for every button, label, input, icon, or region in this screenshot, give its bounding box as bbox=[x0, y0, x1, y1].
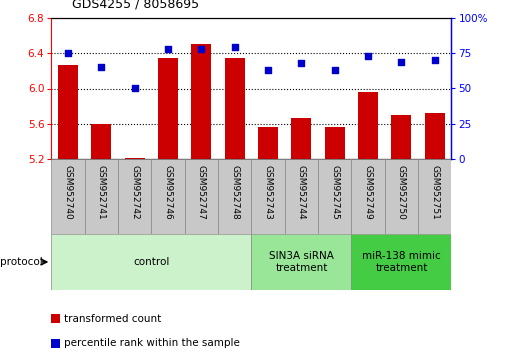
Text: GSM952742: GSM952742 bbox=[130, 165, 139, 220]
Point bbox=[264, 67, 272, 73]
Point bbox=[164, 46, 172, 52]
Text: GSM952745: GSM952745 bbox=[330, 165, 339, 220]
Point bbox=[130, 86, 139, 91]
Bar bbox=[385, 159, 418, 234]
Text: GSM952743: GSM952743 bbox=[264, 165, 272, 220]
Bar bbox=[218, 159, 251, 234]
Point bbox=[364, 53, 372, 59]
Bar bbox=[285, 159, 318, 234]
Text: protocol: protocol bbox=[0, 257, 43, 267]
Text: GSM952741: GSM952741 bbox=[97, 165, 106, 220]
Bar bbox=[151, 159, 185, 234]
Bar bbox=[58, 65, 78, 159]
Bar bbox=[318, 159, 351, 234]
Point bbox=[64, 50, 72, 56]
Bar bbox=[125, 158, 145, 159]
Text: control: control bbox=[133, 257, 169, 267]
Point bbox=[197, 46, 205, 52]
Bar bbox=[185, 159, 218, 234]
Bar bbox=[51, 234, 251, 290]
Bar bbox=[225, 58, 245, 159]
Bar bbox=[351, 159, 385, 234]
Bar bbox=[391, 115, 411, 159]
Bar bbox=[118, 159, 151, 234]
Bar bbox=[291, 118, 311, 159]
Bar bbox=[358, 92, 378, 159]
Bar bbox=[85, 159, 118, 234]
Text: GSM952748: GSM952748 bbox=[230, 165, 239, 220]
Bar bbox=[325, 127, 345, 159]
Point bbox=[230, 45, 239, 50]
Text: GDS4255 / 8058695: GDS4255 / 8058695 bbox=[72, 0, 199, 11]
Text: GSM952750: GSM952750 bbox=[397, 165, 406, 220]
Text: GSM952740: GSM952740 bbox=[64, 165, 72, 220]
Text: transformed count: transformed count bbox=[64, 314, 162, 324]
Bar bbox=[158, 58, 178, 159]
Text: percentile rank within the sample: percentile rank within the sample bbox=[64, 338, 240, 348]
Bar bbox=[251, 234, 351, 290]
Bar bbox=[351, 234, 451, 290]
Text: miR-138 mimic
treatment: miR-138 mimic treatment bbox=[362, 251, 441, 273]
Point bbox=[430, 57, 439, 63]
Bar bbox=[251, 159, 285, 234]
Point bbox=[97, 64, 105, 70]
Point bbox=[330, 67, 339, 73]
Bar bbox=[91, 124, 111, 159]
Point bbox=[397, 59, 405, 64]
Text: GSM952749: GSM952749 bbox=[364, 165, 372, 220]
Bar bbox=[51, 159, 85, 234]
Text: GSM952744: GSM952744 bbox=[297, 165, 306, 220]
Point bbox=[297, 60, 305, 66]
Text: GSM952746: GSM952746 bbox=[164, 165, 172, 220]
Text: SIN3A siRNA
treatment: SIN3A siRNA treatment bbox=[269, 251, 334, 273]
Bar bbox=[425, 113, 445, 159]
Bar bbox=[191, 44, 211, 159]
Bar bbox=[258, 127, 278, 159]
Text: GSM952747: GSM952747 bbox=[197, 165, 206, 220]
Text: GSM952751: GSM952751 bbox=[430, 165, 439, 220]
Bar bbox=[418, 159, 451, 234]
